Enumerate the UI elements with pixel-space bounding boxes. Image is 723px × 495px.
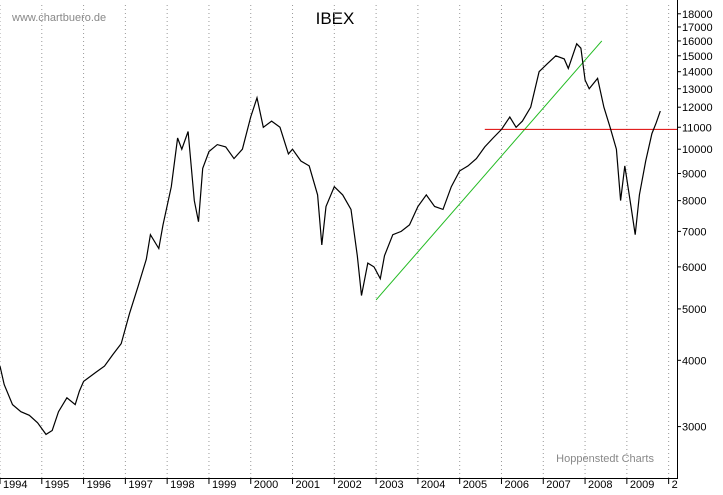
x-tick-label: 1997 (128, 479, 152, 490)
y-tick-label: 6000 (682, 262, 706, 274)
x-tick-label: 2008 (588, 479, 612, 490)
y-tick-label: 5000 (682, 304, 706, 316)
x-tick-label: 1996 (87, 479, 111, 490)
x-tick-label: 1994 (3, 479, 27, 490)
x-tick-label: 2005 (463, 479, 487, 490)
y-tick-label: 12000 (682, 102, 713, 114)
y-tick-label: 16000 (682, 36, 713, 48)
plot-area: 1994 1995 1996 1997 1998 1999 2000 2001 2002 2003… (0, 5, 696, 490)
y-tick-label: 11000 (682, 122, 712, 134)
credit-label: Hoppenstedt Charts (556, 453, 654, 465)
x-tick-label: 2004 (421, 479, 445, 490)
y-tick-label: 17000 (682, 22, 713, 34)
x-tick-label: 2000 (254, 479, 278, 490)
y-tick-label: 14000 (682, 67, 713, 79)
x-tick-label: 2003 (379, 479, 403, 490)
x-tick-label: 2009 (630, 479, 654, 490)
y-tick-label: 10000 (682, 144, 713, 156)
chart-title: IBEX (316, 9, 355, 28)
price-line (0, 42, 661, 436)
x-tick-label: 2001 (296, 479, 320, 490)
x-tick-label: 2007 (546, 479, 570, 490)
x-tick-label: 1995 (45, 479, 69, 490)
source-label: www.chartbuero.de (11, 12, 106, 24)
x-tick-label: 2006 (504, 479, 528, 490)
y-tick-label: 9000 (682, 168, 706, 180)
x-tick-label: 2002 (337, 479, 361, 490)
y-tick-label: 18000 (682, 9, 713, 21)
x-tick-label: 1999 (212, 479, 236, 490)
y-tick-label: 8000 (682, 196, 706, 208)
y-tick-label: 15000 (682, 51, 713, 63)
x-tick-label: 1998 (170, 479, 194, 490)
y-tick-label: 7000 (682, 226, 706, 238)
x-tick-label: 2010 (672, 479, 696, 490)
trend-line (375, 40, 603, 301)
y-tick-label: 3000 (682, 422, 706, 434)
y-tick-label: 13000 (682, 84, 713, 96)
y-tick-label: 4000 (682, 355, 706, 367)
